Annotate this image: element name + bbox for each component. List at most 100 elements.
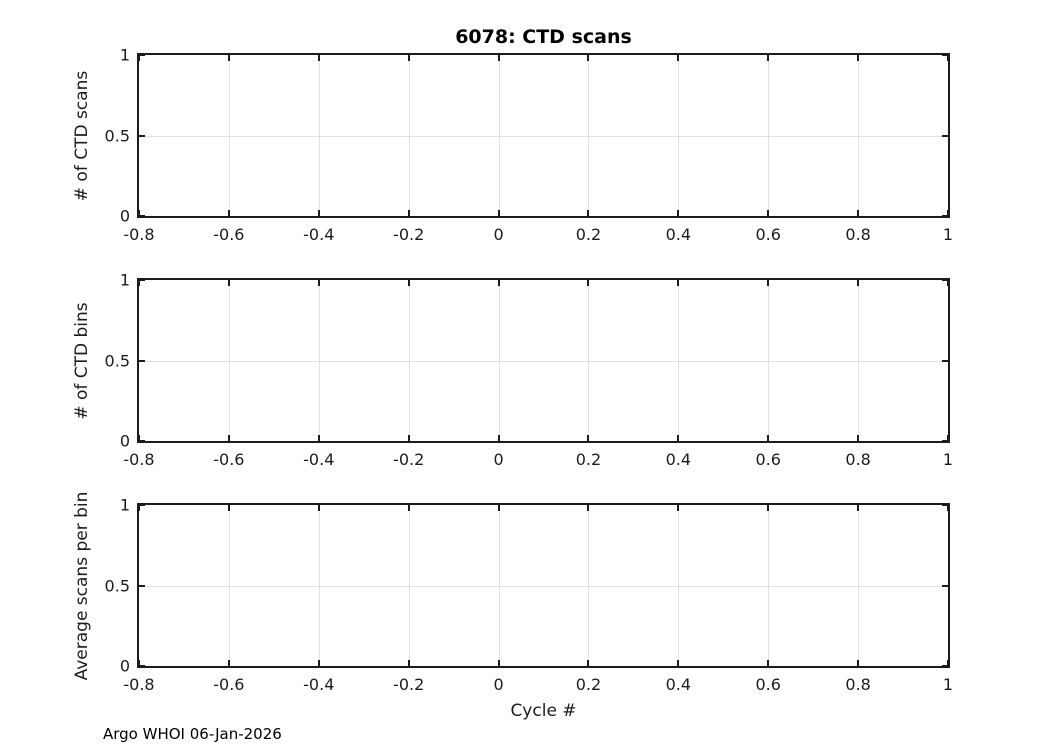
y-tick-mark <box>139 440 145 442</box>
y-tick-label: 0 <box>119 431 130 451</box>
x-tick-label: 0.8 <box>845 450 871 469</box>
x-tick-mark <box>407 505 410 511</box>
x-tick-mark <box>407 660 410 666</box>
x-tick-label: -0.6 <box>213 675 245 694</box>
x-tick-mark <box>317 435 320 441</box>
y-tick-mark <box>139 504 145 506</box>
y-tick-label: 1 <box>119 495 130 515</box>
y-tick-mark <box>139 584 145 587</box>
x-tick-mark <box>677 505 680 511</box>
y-tick-label: 0.5 <box>104 126 130 145</box>
x-tick-label: 0.4 <box>665 675 692 694</box>
y-tick-mark <box>139 54 145 56</box>
x-tick-label: 0 <box>493 675 504 694</box>
y-tick-mark <box>942 504 948 506</box>
y-axis-label-ctd-scans: # of CTD scans <box>72 70 92 201</box>
y-tick-label: 0 <box>119 206 130 226</box>
x-tick-label: 0.6 <box>755 450 781 469</box>
x-tick-mark <box>767 660 770 666</box>
plot-box-avg-scans: -0.8 -0.6 -0.4 -0.2 0 0.2 0.4 0.6 0.8 1 0 0.5 1 <box>105 496 954 695</box>
x-tick-mark <box>587 435 590 441</box>
x-tick-mark <box>138 55 140 61</box>
x-tick-mark <box>677 55 680 61</box>
x-tick-mark <box>407 435 410 441</box>
x-tick-mark <box>407 280 410 286</box>
x-tick-label: 0.2 <box>575 450 602 469</box>
x-tick-mark <box>587 55 590 61</box>
y-tick-mark <box>942 584 948 587</box>
y-tick-mark <box>139 215 145 217</box>
x-tick-mark <box>138 280 140 286</box>
y-tick-label: 1 <box>119 45 130 65</box>
x-tick-label: 1 <box>942 450 954 469</box>
x-tick-label: 0.8 <box>845 675 871 694</box>
x-tick-mark <box>587 505 590 511</box>
x-tick-mark <box>677 435 680 441</box>
x-tick-mark <box>138 435 140 441</box>
y-tick-mark <box>139 359 145 362</box>
x-tick-label: 0.8 <box>845 225 871 244</box>
x-tick-label: 1 <box>942 675 954 694</box>
y-tick-label: 0.5 <box>104 576 130 595</box>
x-tick-mark <box>857 505 860 511</box>
x-tick-label: 1 <box>942 225 954 244</box>
x-tick-label: -0.4 <box>303 675 335 694</box>
y-tick-label: 0 <box>119 656 130 676</box>
y-tick-mark <box>942 279 948 281</box>
x-tick-mark <box>947 435 949 441</box>
x-tick-mark <box>947 660 949 666</box>
x-tick-label: -0.8 <box>123 450 155 469</box>
x-tick-label: 0.4 <box>665 225 692 244</box>
x-tick-label: 0.6 <box>755 225 781 244</box>
y-tick-mark <box>139 134 145 137</box>
x-tick-mark <box>857 210 860 216</box>
x-tick-label: 0 <box>493 225 504 244</box>
x-tick-mark <box>497 280 500 286</box>
x-tick-label: -0.4 <box>303 450 335 469</box>
x-tick-mark <box>317 55 320 61</box>
x-tick-mark <box>407 55 410 61</box>
x-tick-mark <box>767 280 770 286</box>
x-tick-mark <box>767 435 770 441</box>
x-tick-mark <box>677 660 680 666</box>
y-tick-mark <box>942 665 948 667</box>
x-tick-mark <box>227 210 230 216</box>
x-tick-label: -0.8 <box>123 675 155 694</box>
plot-box-ctd-bins: -0.8 -0.6 -0.4 -0.2 0 0.2 0.4 0.6 0.8 1 0 0.5 1 <box>105 271 954 470</box>
y-axis-label-ctd-bins: # of CTD bins <box>72 301 92 420</box>
x-tick-mark <box>227 280 230 286</box>
x-tick-mark <box>587 280 590 286</box>
x-tick-label: 0.6 <box>755 675 781 694</box>
x-tick-mark <box>767 505 770 511</box>
x-tick-mark <box>677 280 680 286</box>
x-tick-mark <box>317 660 320 666</box>
x-tick-label: -0.8 <box>123 225 155 244</box>
gridline-horizontal <box>139 585 948 587</box>
x-tick-mark <box>138 660 140 666</box>
y-tick-mark <box>942 359 948 362</box>
figure-title: 6078: CTD scans <box>455 26 632 48</box>
x-tick-mark <box>497 55 500 61</box>
x-tick-mark <box>947 505 949 511</box>
x-tick-mark <box>497 435 500 441</box>
subplot-avg-scans-per-bin: Average scans per bin -0.8 -0.6 -0.4 -0.2 0 0… <box>0 491 1050 695</box>
x-tick-mark <box>587 210 590 216</box>
x-tick-mark <box>317 210 320 216</box>
x-tick-mark <box>767 55 770 61</box>
x-tick-label: -0.2 <box>393 225 425 244</box>
footer-annotation: Argo WHOI 06-Jan-2026 <box>103 725 282 743</box>
y-tick-mark <box>139 665 145 667</box>
x-tick-mark <box>138 505 140 511</box>
x-tick-mark <box>857 280 860 286</box>
y-axis-label-avg-scans: Average scans per bin <box>72 491 92 680</box>
plot-box-ctd-scans: -0.8 -0.6 -0.4 -0.2 0 0.2 0.4 0.6 0.8 1 0 0.5 1 <box>105 46 954 245</box>
x-tick-mark <box>317 505 320 511</box>
x-tick-label: 0.4 <box>665 450 692 469</box>
subplot-ctd-bins: # of CTD bins -0.8 -0.6 -0.4 -0.2 0 0.2 0.4 0.6… <box>0 271 1050 470</box>
x-tick-label: 0.2 <box>575 225 602 244</box>
x-tick-label: -0.6 <box>213 225 245 244</box>
x-tick-mark <box>587 660 590 666</box>
x-tick-mark <box>857 435 860 441</box>
x-tick-label: 0 <box>493 450 504 469</box>
